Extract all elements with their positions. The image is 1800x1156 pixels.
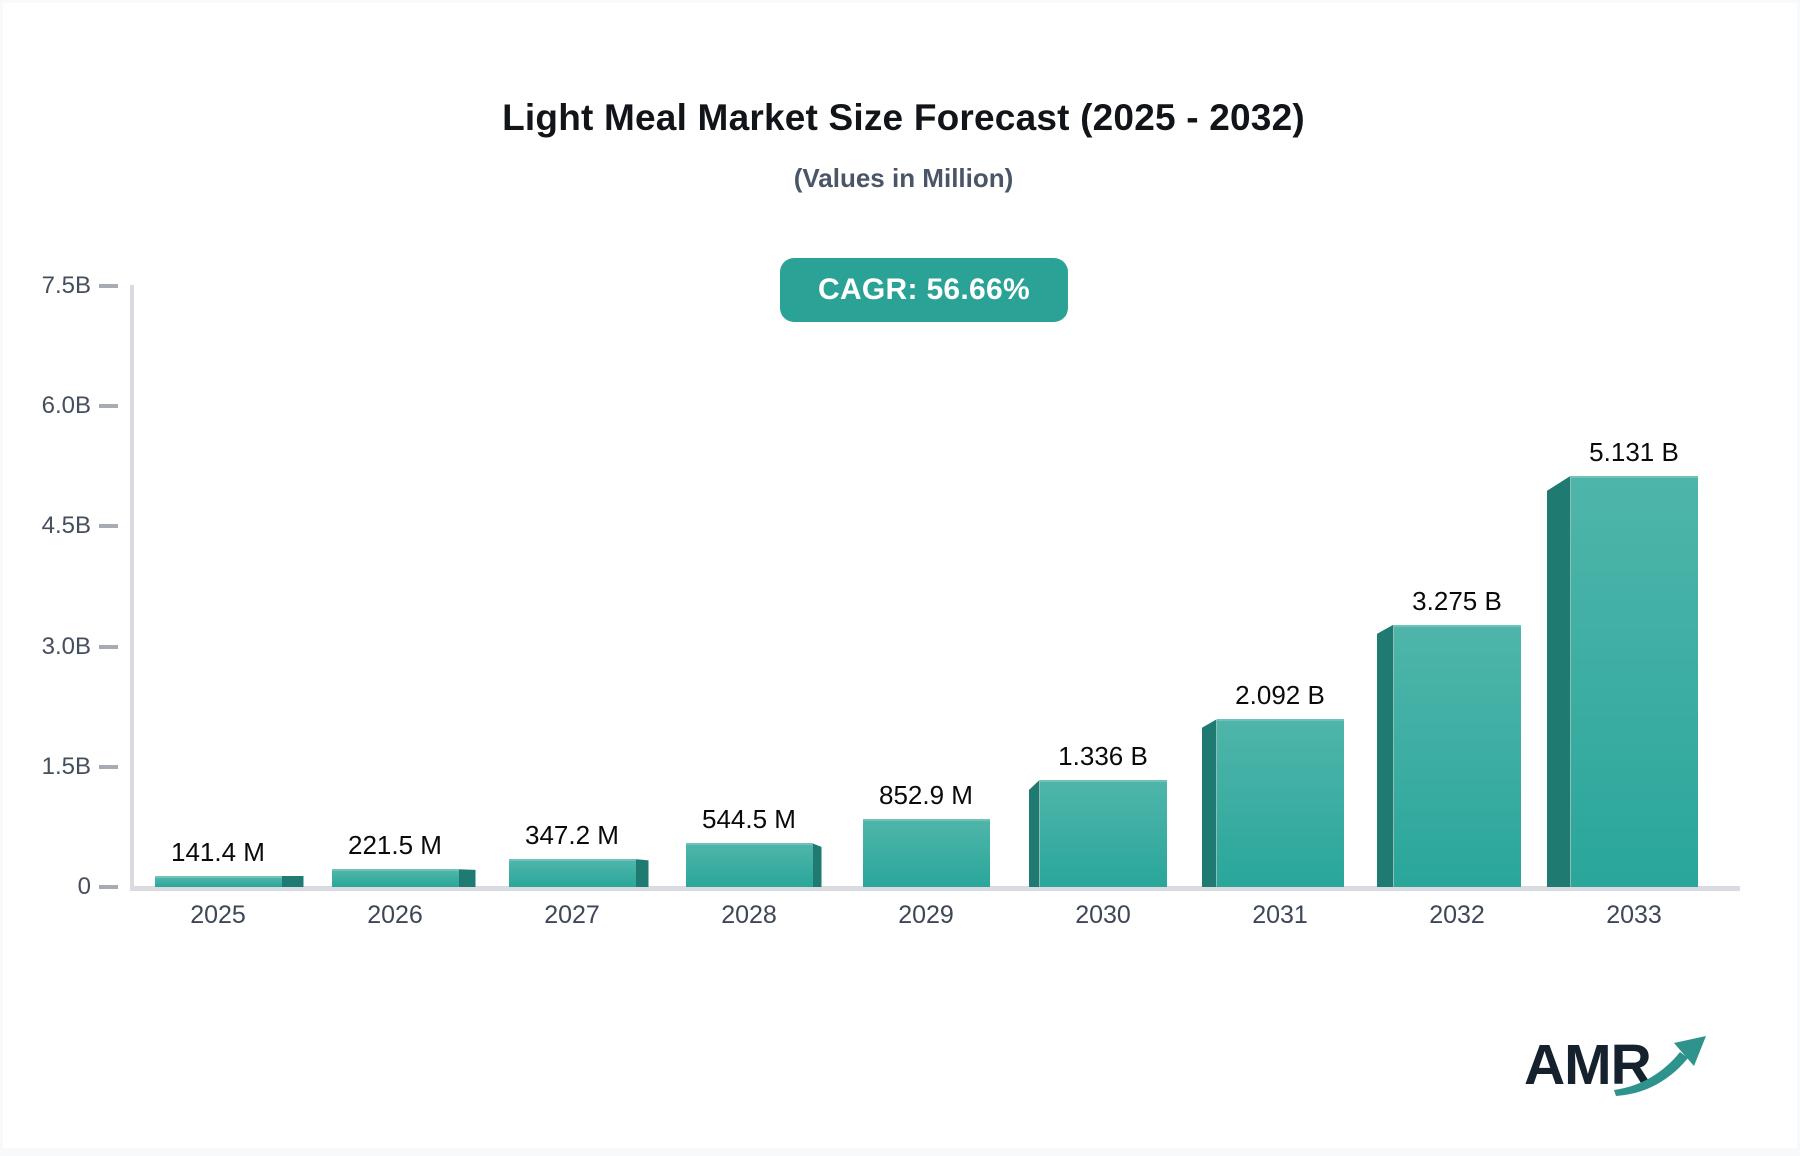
bar-2029 [862, 818, 990, 887]
chart-card [3, 3, 1797, 1148]
bar-value-label-2025: 141.4 M [171, 836, 265, 867]
bar-value-label-2027: 347.2 M [525, 820, 619, 851]
bar-side-face-2025 [281, 875, 304, 887]
x-axis-label-2026: 2026 [367, 901, 423, 929]
y-tick-label: 3.0B [41, 632, 91, 660]
bar-2028 [685, 843, 813, 887]
y-tick-label: 4.5B [41, 512, 91, 540]
y-tick-mark [99, 644, 118, 649]
bar-value-label-2030: 1.336 B [1058, 740, 1148, 771]
bar-side-face-2033 [1546, 475, 1571, 887]
bar-side-face-2032 [1376, 624, 1394, 887]
bar-value-label-2031: 2.092 B [1235, 680, 1325, 711]
y-tick-mark [99, 764, 118, 769]
y-tick-label: 0 [77, 873, 91, 900]
x-axis-label-2033: 2033 [1606, 901, 1662, 929]
bar-2033 [1570, 475, 1698, 887]
x-axis-label-2032: 2032 [1429, 901, 1485, 929]
y-tick-label: 6.0B [41, 392, 91, 420]
y-tick-mark [99, 885, 118, 889]
x-axis-label-2028: 2028 [721, 901, 777, 929]
bar-side-face-2026 [458, 869, 476, 887]
chart-subtitle: (Values in Million) [793, 163, 1014, 193]
cagr-badge: CAGR: 56.66% [779, 258, 1069, 322]
bar-2031 [1216, 719, 1344, 887]
bar-side-face-2027 [635, 859, 649, 887]
amr-logo-arrow-icon [1614, 1036, 1706, 1096]
chart-title: Light Meal Market Size Forecast (2025 - … [502, 97, 1305, 138]
bar-side-face-2030 [1028, 779, 1040, 887]
bar-2027 [508, 859, 636, 887]
y-tick-mark [99, 524, 118, 529]
y-axis-line [130, 285, 134, 889]
bar-value-label-2026: 221.5 M [348, 830, 442, 861]
bar-value-label-2029: 852.9 M [879, 779, 973, 810]
x-axis-label-2029: 2029 [898, 901, 954, 929]
x-axis-label-2030: 2030 [1075, 901, 1131, 929]
bar-2032 [1393, 624, 1521, 887]
y-tick-label: 1.5B [41, 752, 91, 780]
bar-value-label-2033: 5.131 B [1589, 436, 1679, 467]
x-axis-label-2031: 2031 [1252, 901, 1308, 929]
bar-2026 [331, 869, 459, 887]
bar-2030 [1039, 779, 1167, 887]
x-axis-label-2027: 2027 [544, 901, 600, 929]
bar-2025 [154, 875, 282, 887]
bar-side-face-2031 [1201, 719, 1217, 887]
x-axis-line [130, 886, 1740, 891]
x-axis-label-2025: 2025 [190, 901, 246, 929]
y-tick-mark [99, 284, 118, 289]
amr-logo: AMR [1524, 1032, 1719, 1110]
bar-value-label-2028: 544.5 M [702, 804, 796, 835]
y-tick-mark [99, 404, 118, 409]
bar-side-face-2028 [812, 843, 822, 887]
bar-value-label-2032: 3.275 B [1412, 585, 1502, 616]
y-tick-label: 7.5B [41, 272, 91, 300]
